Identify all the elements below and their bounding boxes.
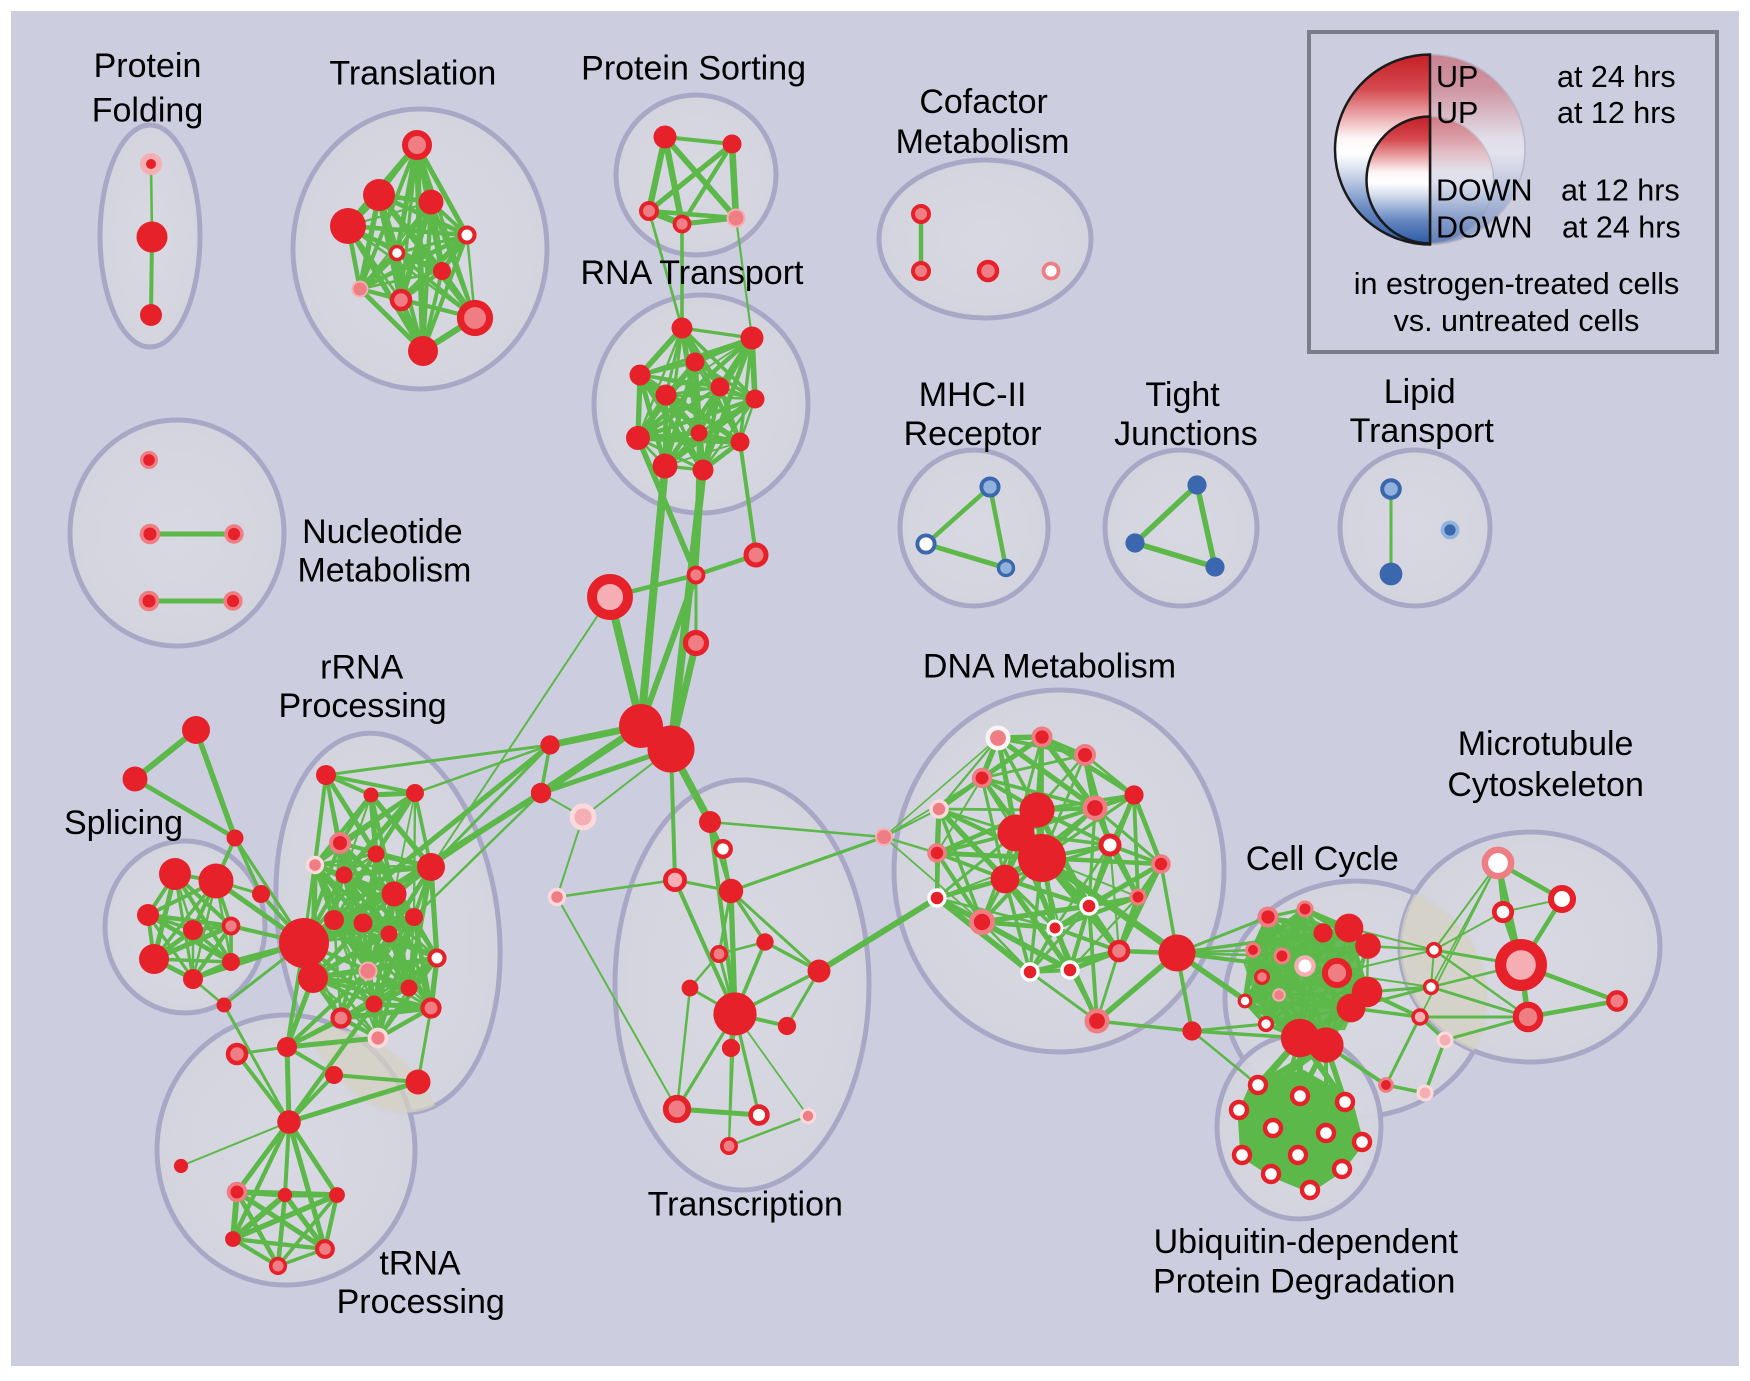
svg-text:Metabolism: Metabolism (297, 552, 471, 590)
svg-text:rRNA: rRNA (320, 648, 403, 686)
svg-text:tRNA: tRNA (379, 1245, 461, 1283)
svg-text:Protein Degradation: Protein Degradation (1153, 1263, 1455, 1301)
svg-text:Junctions: Junctions (1114, 415, 1258, 453)
svg-text:Tight: Tight (1145, 376, 1220, 414)
svg-text:Protein Sorting: Protein Sorting (581, 50, 806, 88)
svg-text:UP: UP (1436, 96, 1478, 130)
svg-text:Nucleotide: Nucleotide (302, 513, 463, 551)
svg-text:at 24 hrs: at 24 hrs (1562, 211, 1681, 245)
svg-text:Processing: Processing (337, 1283, 505, 1321)
svg-text:Lipid: Lipid (1384, 373, 1456, 411)
svg-text:Cytoskeleton: Cytoskeleton (1447, 766, 1644, 804)
svg-text:Microtubule: Microtubule (1458, 725, 1634, 763)
svg-text:Cell Cycle: Cell Cycle (1246, 840, 1399, 878)
svg-text:Processing: Processing (278, 687, 446, 725)
svg-text:Protein: Protein (94, 47, 202, 85)
svg-text:Metabolism: Metabolism (896, 123, 1070, 161)
svg-text:in estrogen-treated cells: in estrogen-treated cells (1354, 267, 1680, 301)
svg-text:Transcription: Transcription (648, 1186, 843, 1224)
svg-text:Splicing: Splicing (64, 804, 183, 842)
svg-text:Translation: Translation (329, 55, 496, 93)
svg-text:at 12 hrs: at 12 hrs (1557, 96, 1676, 130)
svg-text:Receptor: Receptor (904, 415, 1042, 453)
svg-text:DOWN: DOWN (1436, 174, 1533, 208)
svg-text:Cofactor: Cofactor (919, 83, 1048, 121)
svg-text:DNA Metabolism: DNA Metabolism (923, 648, 1176, 686)
svg-text:RNA Transport: RNA Transport (581, 254, 805, 292)
svg-text:DOWN: DOWN (1436, 211, 1533, 245)
svg-text:at 12 hrs: at 12 hrs (1561, 174, 1680, 208)
svg-text:UP: UP (1436, 60, 1478, 94)
svg-text:Transport: Transport (1350, 412, 1495, 450)
svg-text:vs. untreated cells: vs. untreated cells (1394, 304, 1640, 338)
svg-text:Folding: Folding (92, 92, 204, 130)
svg-text:MHC-II: MHC-II (919, 376, 1027, 414)
svg-text:Ubiquitin-dependent: Ubiquitin-dependent (1154, 1223, 1459, 1261)
svg-text:at 24 hrs: at 24 hrs (1557, 60, 1676, 94)
